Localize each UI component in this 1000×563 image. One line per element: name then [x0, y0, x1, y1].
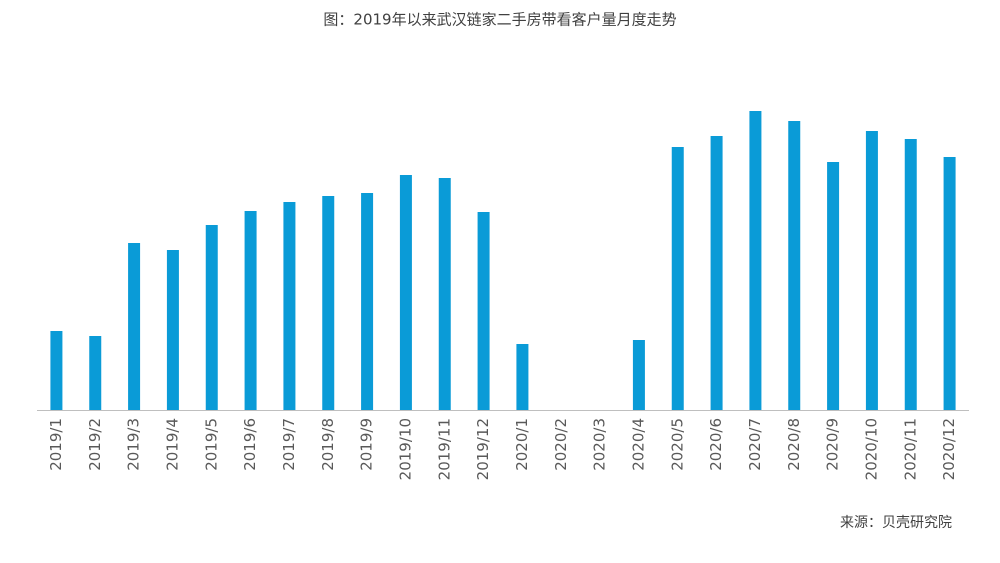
bar: [322, 196, 335, 410]
x-tick-label: 2019/4: [163, 418, 181, 471]
bar: [749, 111, 762, 410]
x-tick-label: 2019/11: [435, 418, 453, 480]
x-tick-label: 2019/5: [202, 418, 220, 471]
bar: [128, 243, 141, 410]
bar: [477, 212, 490, 410]
x-tick-label: 2020/1: [513, 418, 531, 471]
bar: [865, 131, 878, 410]
x-tick-label: 2019/2: [86, 418, 104, 471]
source-note: 来源：贝壳研究院: [840, 514, 952, 531]
x-tick-label: 2020/8: [785, 418, 803, 471]
bar: [943, 157, 956, 410]
x-tick-label: 2019/1: [47, 418, 65, 471]
bar: [89, 336, 102, 410]
bar: [516, 344, 529, 410]
bar: [50, 331, 63, 410]
bar: [399, 175, 412, 410]
x-tick-label: 2020/7: [746, 418, 764, 471]
x-tick-label: 2020/10: [862, 418, 880, 480]
x-tick-label: 2019/6: [241, 418, 259, 471]
bar: [904, 139, 917, 410]
x-tick-label: 2020/6: [707, 418, 725, 471]
chart-title: 图：2019年以来武汉链家二手房带看客户量月度走势: [323, 11, 676, 29]
x-tick-label: 2020/3: [591, 418, 609, 471]
x-tick-label: 2020/9: [824, 418, 842, 471]
bar: [438, 178, 451, 410]
bar: [671, 147, 684, 410]
bar: [710, 136, 723, 410]
x-tick-label: 2020/5: [668, 418, 686, 471]
bar: [166, 250, 179, 410]
bar: [205, 225, 218, 410]
x-tick-label: 2019/9: [358, 418, 376, 471]
x-tick-label: 2019/12: [474, 418, 492, 480]
x-tick-label: 2020/2: [552, 418, 570, 471]
bar: [361, 193, 374, 410]
x-tick-label: 2019/8: [319, 418, 337, 471]
bar: [244, 211, 257, 410]
x-tick-label: 2019/10: [396, 418, 414, 480]
x-tick-label: 2019/7: [280, 418, 298, 471]
bar: [827, 162, 840, 410]
x-tick-label: 2020/11: [901, 418, 919, 480]
bar: [283, 202, 296, 410]
x-tick-label: 2020/12: [940, 418, 958, 480]
bar: [788, 121, 801, 410]
x-tick-label: 2019/3: [125, 418, 143, 471]
bar: [632, 340, 645, 410]
x-tick-label: 2020/4: [629, 418, 647, 471]
